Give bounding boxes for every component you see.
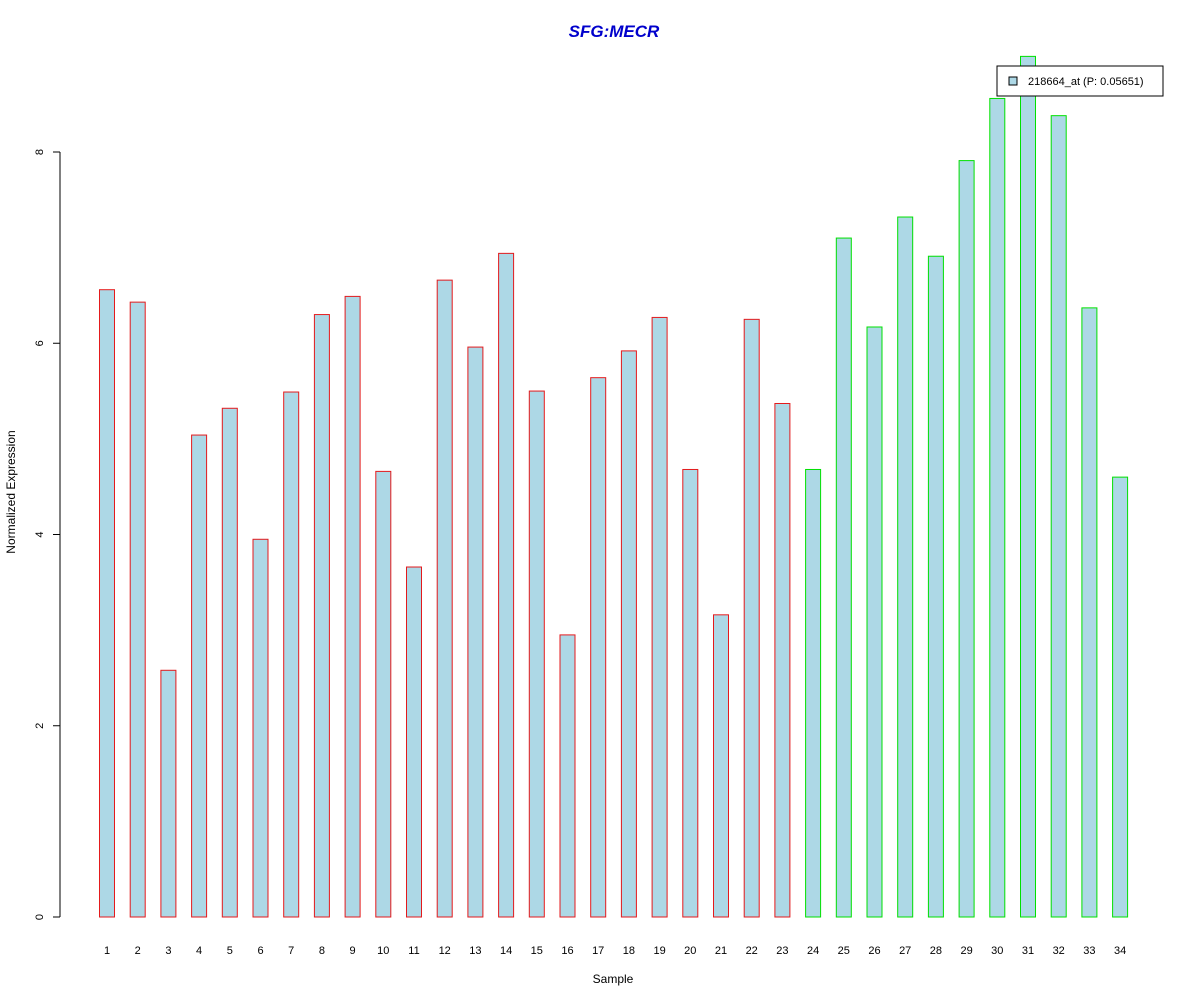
x-tick-label: 21 xyxy=(715,945,727,957)
x-tick-label: 25 xyxy=(838,945,850,957)
x-tick-label: 23 xyxy=(776,945,788,957)
bar-sample-1 xyxy=(99,289,115,918)
x-tick-label: 27 xyxy=(899,945,911,957)
x-tick-label: 20 xyxy=(684,945,696,957)
x-tick-label: 28 xyxy=(930,945,942,957)
bar-sample-27 xyxy=(897,216,914,918)
bar-sample-11 xyxy=(406,566,422,918)
x-tick-label: 34 xyxy=(1114,945,1126,957)
bar-sample-18 xyxy=(620,350,637,918)
x-tick-label: 5 xyxy=(227,945,233,957)
legend-swatch xyxy=(1008,76,1018,86)
x-tick-label: 10 xyxy=(377,945,389,957)
y-axis-label: Normalized Expression xyxy=(4,430,18,553)
x-tick-label: 8 xyxy=(319,945,325,957)
x-tick-label: 18 xyxy=(623,945,635,957)
bar-sample-20 xyxy=(682,468,699,918)
x-tick-label: 1 xyxy=(104,945,110,957)
bar-sample-4 xyxy=(191,434,208,918)
x-tick-labels: 1 2 3 4 5 6 7 8 9 10 11 12 13 14 15 16 17 18 19 20 21 22 23 24 2… xyxy=(104,945,1126,957)
y-tick-label: 0 xyxy=(34,914,46,920)
x-tick-label: 30 xyxy=(991,945,1003,957)
x-tick-label: 16 xyxy=(561,945,573,957)
bar-sample-9 xyxy=(344,295,361,918)
y-tick-label: 2 xyxy=(34,723,46,729)
bar-sample-31 xyxy=(1020,55,1036,918)
bar-sample-25 xyxy=(835,237,852,918)
bar-sample-13 xyxy=(467,346,484,918)
bar-sample-34 xyxy=(1112,476,1129,918)
bar-sample-23 xyxy=(774,402,791,918)
x-tick-label: 11 xyxy=(408,945,419,957)
x-tick-label: 31 xyxy=(1022,945,1034,957)
bar-sample-29 xyxy=(958,160,975,918)
x-tick-label: 19 xyxy=(653,945,665,957)
x-tick-label: 14 xyxy=(500,945,512,957)
x-tick-label: 33 xyxy=(1083,945,1095,957)
bar-sample-7 xyxy=(283,391,300,918)
x-tick-label: 6 xyxy=(257,945,263,957)
x-tick-label: 9 xyxy=(350,945,356,957)
x-tick-label: 24 xyxy=(807,945,819,957)
bar-sample-30 xyxy=(989,97,1006,918)
bar-sample-12 xyxy=(436,279,453,918)
bar-sample-17 xyxy=(590,377,607,918)
legend: 218664_at (P: 0.05651) xyxy=(996,65,1164,97)
legend-box xyxy=(996,65,1164,97)
x-tick-label: 12 xyxy=(439,945,451,957)
bar-sample-3 xyxy=(160,669,177,918)
bar-sample-2 xyxy=(129,301,146,918)
x-tick-label: 4 xyxy=(196,945,202,957)
bar-sample-26 xyxy=(866,326,883,918)
bar-sample-22 xyxy=(743,318,760,918)
x-tick-label: 2 xyxy=(135,945,141,957)
bar-sample-5 xyxy=(221,407,238,918)
bar-sample-28 xyxy=(927,255,944,918)
y-tick-label: 4 xyxy=(34,531,46,537)
x-tick-label: 13 xyxy=(469,945,481,957)
bar-sample-10 xyxy=(375,470,392,918)
bar-sample-6 xyxy=(252,538,269,918)
x-tick-label: 22 xyxy=(746,945,758,957)
x-tick-label: 17 xyxy=(592,945,604,957)
x-tick-label: 3 xyxy=(165,945,171,957)
x-tick-label: 32 xyxy=(1053,945,1065,957)
x-tick-label: 26 xyxy=(868,945,880,957)
bar-sample-8 xyxy=(313,314,330,918)
bar-sample-16 xyxy=(559,634,576,918)
x-tick-label: 7 xyxy=(288,945,294,957)
bar-sample-32 xyxy=(1050,115,1067,918)
x-axis-label: Sample xyxy=(593,972,634,986)
bar-sample-33 xyxy=(1081,307,1098,918)
chart-title: SFG:MECR xyxy=(569,22,660,41)
bars-group xyxy=(99,55,1129,918)
bar-sample-24 xyxy=(805,468,822,918)
bar-sample-19 xyxy=(651,316,668,918)
y-tick-label: 6 xyxy=(34,340,46,346)
legend-entry: 218664_at (P: 0.05651) xyxy=(1028,76,1144,88)
bar-sample-21 xyxy=(713,614,729,918)
bar-sample-15 xyxy=(528,390,545,918)
y-axis: 0 2 4 6 8 xyxy=(34,149,61,920)
bar-sample-14 xyxy=(498,252,515,918)
x-tick-label: 29 xyxy=(960,945,972,957)
y-tick-label: 8 xyxy=(34,149,46,155)
x-tick-label: 15 xyxy=(531,945,543,957)
